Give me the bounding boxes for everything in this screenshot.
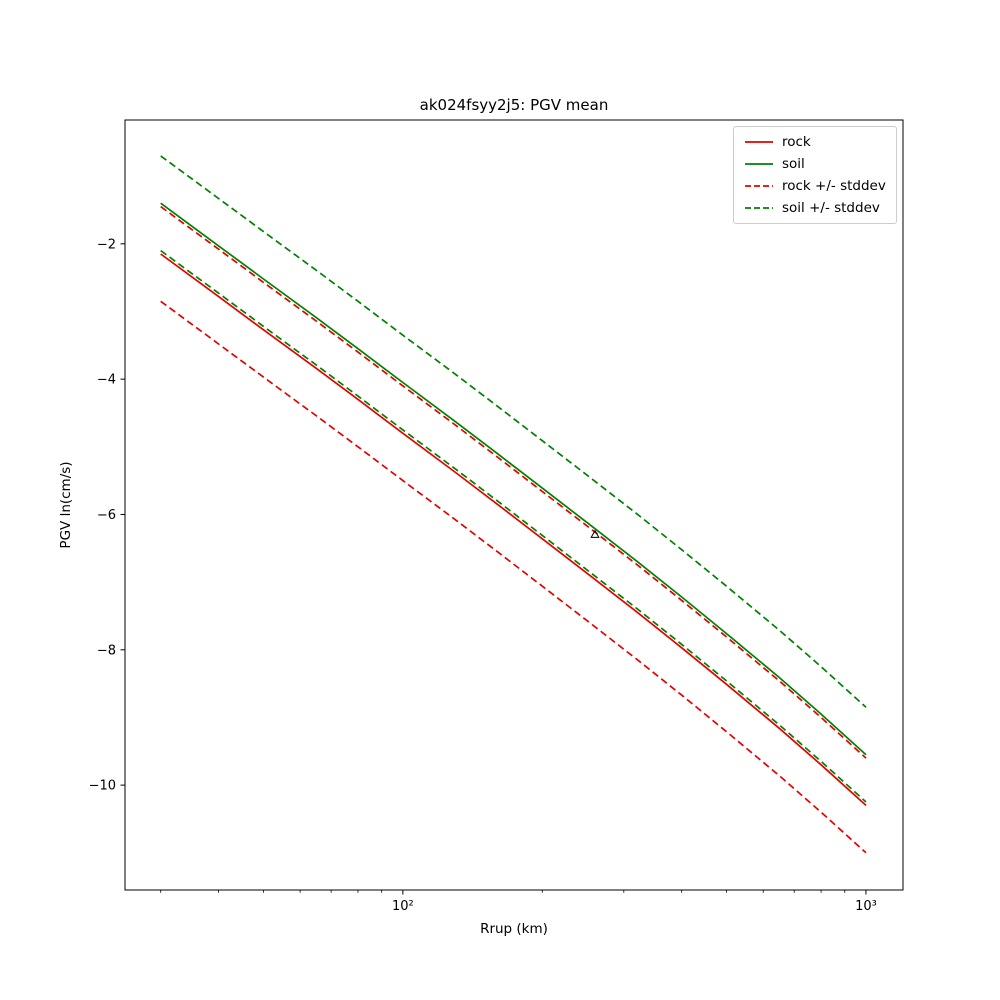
chart-title: ak024fsyy2j5: PGV mean (420, 96, 609, 114)
legend: rock soil rock +/- stddev soil +/- stddev (733, 126, 897, 224)
plot-frame (124, 119, 904, 891)
legend-label-rock-stddev: rock +/- stddev (782, 178, 886, 194)
y-tick-label: −4 (97, 373, 116, 388)
triangle-marker (590, 529, 600, 538)
y-tick-label: −2 (97, 237, 116, 252)
legend-label-soil: soil (782, 156, 805, 172)
legend-label-soil-stddev: soil +/- stddev (782, 200, 880, 216)
legend-line-sample-soil-stddev (745, 207, 773, 209)
series-line-soil (160, 202, 867, 756)
legend-entry-soil: soil (744, 156, 886, 172)
legend-line-sample-rock-stddev (745, 185, 773, 187)
x-tick-label: 10² (392, 899, 414, 914)
y-tick-label: −10 (89, 779, 116, 794)
series-line-rock-plus-stddev (160, 205, 867, 759)
y-tick-label: −6 (97, 508, 116, 523)
series-line-rock-minus-stddev (160, 300, 867, 854)
series-line-soil-plus-stddev (160, 155, 867, 708)
legend-line-sample-rock (745, 141, 773, 143)
series-line-rock (160, 253, 867, 807)
y-axis-label: PGV ln(cm/s) (58, 461, 74, 548)
legend-line-sample-soil (745, 163, 773, 165)
legend-entry-soil-stddev: soil +/- stddev (744, 200, 886, 216)
legend-label-rock: rock (782, 134, 811, 150)
x-axis-label: Rrup (km) (480, 921, 548, 937)
series-line-soil-minus-stddev (160, 249, 867, 803)
x-tick-label: 10³ (855, 899, 877, 914)
legend-entry-rock-stddev: rock +/- stddev (744, 178, 886, 194)
y-tick-label: −8 (97, 643, 116, 658)
legend-entry-rock: rock (744, 134, 886, 150)
